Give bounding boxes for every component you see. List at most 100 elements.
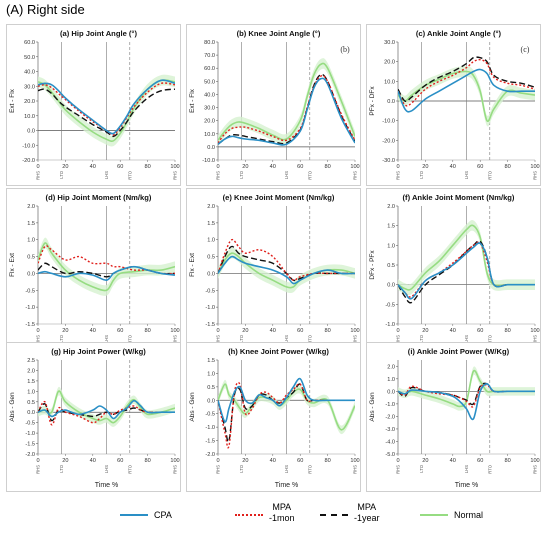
y-axis-label: Flx - Ext — [9, 253, 16, 277]
y-tick-label: 60.0 — [24, 40, 35, 46]
x-tick-label: 0 — [36, 458, 39, 464]
chart-svg: (g) Hip Joint Power (W/kg) Abs - Gen -2.0 -… — [6, 342, 181, 492]
y-tick-label: 40.0 — [204, 92, 215, 98]
x-tick-label: 100 — [530, 458, 539, 464]
x-tick-label: 100 — [170, 458, 179, 464]
y-axis-label: DFx - PFx — [369, 250, 376, 280]
chart-svg: (i) Ankle Joint Power (W/Kg) Abs - Gen -5.… — [366, 342, 541, 492]
gait-event-label: LHS — [284, 335, 289, 343]
x-tick-label: 20 — [242, 164, 248, 170]
y-tick-label: 1.0 — [207, 238, 215, 244]
gait-event-label: RHS — [353, 335, 358, 344]
chart-title: (e) Knee Joint Moment (Nm/kg) — [223, 193, 335, 202]
chart-title: (c) Ankle Joint Angle (°) — [416, 29, 502, 38]
gait-event-label: LTO — [239, 334, 244, 343]
gait-event-label: LTO — [419, 170, 424, 179]
gait-event-label: LTO — [59, 170, 64, 179]
series-line-cpa — [218, 377, 355, 423]
x-tick-label: 40 — [270, 458, 276, 464]
y-tick-label: 80.0 — [204, 40, 215, 46]
y-tick-label: -0.5 — [385, 302, 395, 308]
y-tick-label: -0.5 — [205, 412, 215, 418]
x-tick-label: 20 — [422, 164, 428, 170]
gait-event-label: LHS — [464, 171, 469, 179]
x-axis-label: Time % — [455, 482, 478, 489]
legend-label: MPA -1mon — [269, 502, 295, 523]
y-tick-label: 1.5 — [207, 358, 215, 364]
x-tick-label: 60 — [297, 458, 303, 464]
y-tick-label: 1.0 — [27, 389, 35, 395]
x-tick-label: 20 — [62, 328, 68, 334]
series-line-cpa — [38, 79, 175, 135]
y-axis-label: PFx - DFx — [369, 86, 376, 116]
panel-knee-power: (h) Knee Joint Power (W/kg) Abs - Gen -2.0… — [186, 342, 361, 492]
x-tick-label: 0 — [396, 164, 399, 170]
x-tick-label: 80 — [504, 164, 510, 170]
y-tick-label: -20.0 — [22, 158, 35, 164]
series-line-cpa — [38, 399, 175, 420]
y-tick-label: 1.5 — [387, 224, 395, 230]
panel-frame — [366, 188, 541, 350]
panel-knee-moment: (e) Knee Joint Moment (Nm/kg) Flx - Ext -1… — [186, 188, 361, 350]
x-tick-label: 20 — [62, 458, 68, 464]
gait-event-label: RTO — [127, 464, 132, 473]
x-tick-label: 40 — [90, 458, 96, 464]
gait-event-label: RHS — [36, 465, 41, 474]
chart-svg: (d) Hip Joint Moment (Nm/kg) Flx - Ext -1.… — [6, 188, 181, 350]
gait-event-label: RHS — [353, 465, 358, 474]
x-tick-label: 0 — [396, 328, 399, 334]
legend-item-mpa-1mon: MPA -1mon — [235, 500, 335, 536]
x-tick-label: 60 — [477, 328, 483, 334]
x-tick-label: 100 — [170, 328, 179, 334]
series-line-cpa — [398, 382, 535, 421]
y-axis-label: Abs - Gen — [9, 392, 16, 422]
x-tick-label: 100 — [530, 328, 539, 334]
x-tick-label: 80 — [504, 458, 510, 464]
gait-event-label: RHS — [216, 335, 221, 344]
gait-event-label: RHS — [396, 335, 401, 344]
x-tick-label: 80 — [324, 458, 330, 464]
x-tick-label: 100 — [350, 164, 359, 170]
normal-sd-band — [218, 379, 355, 435]
x-tick-label: 40 — [450, 328, 456, 334]
y-axis-label: Ext - Flx — [9, 88, 16, 113]
y-tick-label: -5.0 — [385, 452, 395, 458]
panel-annotation: (b) — [340, 45, 350, 54]
x-tick-label: 80 — [504, 328, 510, 334]
gait-event-label: RHS — [396, 171, 401, 180]
x-tick-label: 60 — [477, 458, 483, 464]
panel-frame — [186, 24, 361, 186]
y-tick-label: 50.0 — [204, 79, 215, 85]
x-tick-label: 20 — [242, 328, 248, 334]
y-tick-label: -1.5 — [205, 322, 215, 328]
gait-event-label: RTO — [307, 170, 312, 179]
x-tick-label: 0 — [396, 458, 399, 464]
gait-event-label: LTO — [59, 334, 64, 343]
chart-svg: (b) Knee Joint Angle (°) (b) Ext - Flx -10.… — [186, 24, 361, 186]
y-tick-label: 20.0 — [24, 99, 35, 105]
y-tick-label: -2.0 — [25, 452, 35, 458]
series-line-normal — [38, 79, 175, 142]
y-tick-label: -0.5 — [25, 288, 35, 294]
series-line-mpa-1mon — [218, 238, 355, 281]
panel-hip-power: (g) Hip Joint Power (W/kg) Abs - Gen -2.0 -… — [6, 342, 181, 492]
x-axis-label: Time % — [95, 482, 118, 489]
y-tick-label: 20.0 — [204, 119, 215, 125]
x-tick-label: 100 — [530, 164, 539, 170]
y-axis-label: Abs - Gen — [369, 392, 376, 422]
series-line-cpa — [398, 242, 535, 300]
y-tick-label: 50.0 — [24, 55, 35, 61]
x-tick-label: 40 — [450, 458, 456, 464]
y-tick-label: -0.5 — [205, 288, 215, 294]
gait-event-label: RHS — [533, 171, 538, 180]
panel-frame — [366, 342, 541, 492]
gait-event-label: LHS — [464, 465, 469, 473]
y-tick-label: -4.0 — [385, 439, 395, 445]
normal-sd-band — [398, 366, 535, 411]
x-tick-label: 100 — [170, 164, 179, 170]
gait-event-label: RHS — [173, 335, 178, 344]
x-tick-label: 80 — [144, 458, 150, 464]
y-tick-label: -0.5 — [25, 421, 35, 427]
chart-svg: (f) Ankle Joint Moment (Nm/kg) DFx - PFx -… — [366, 188, 541, 350]
y-tick-label: -3.0 — [385, 427, 395, 433]
